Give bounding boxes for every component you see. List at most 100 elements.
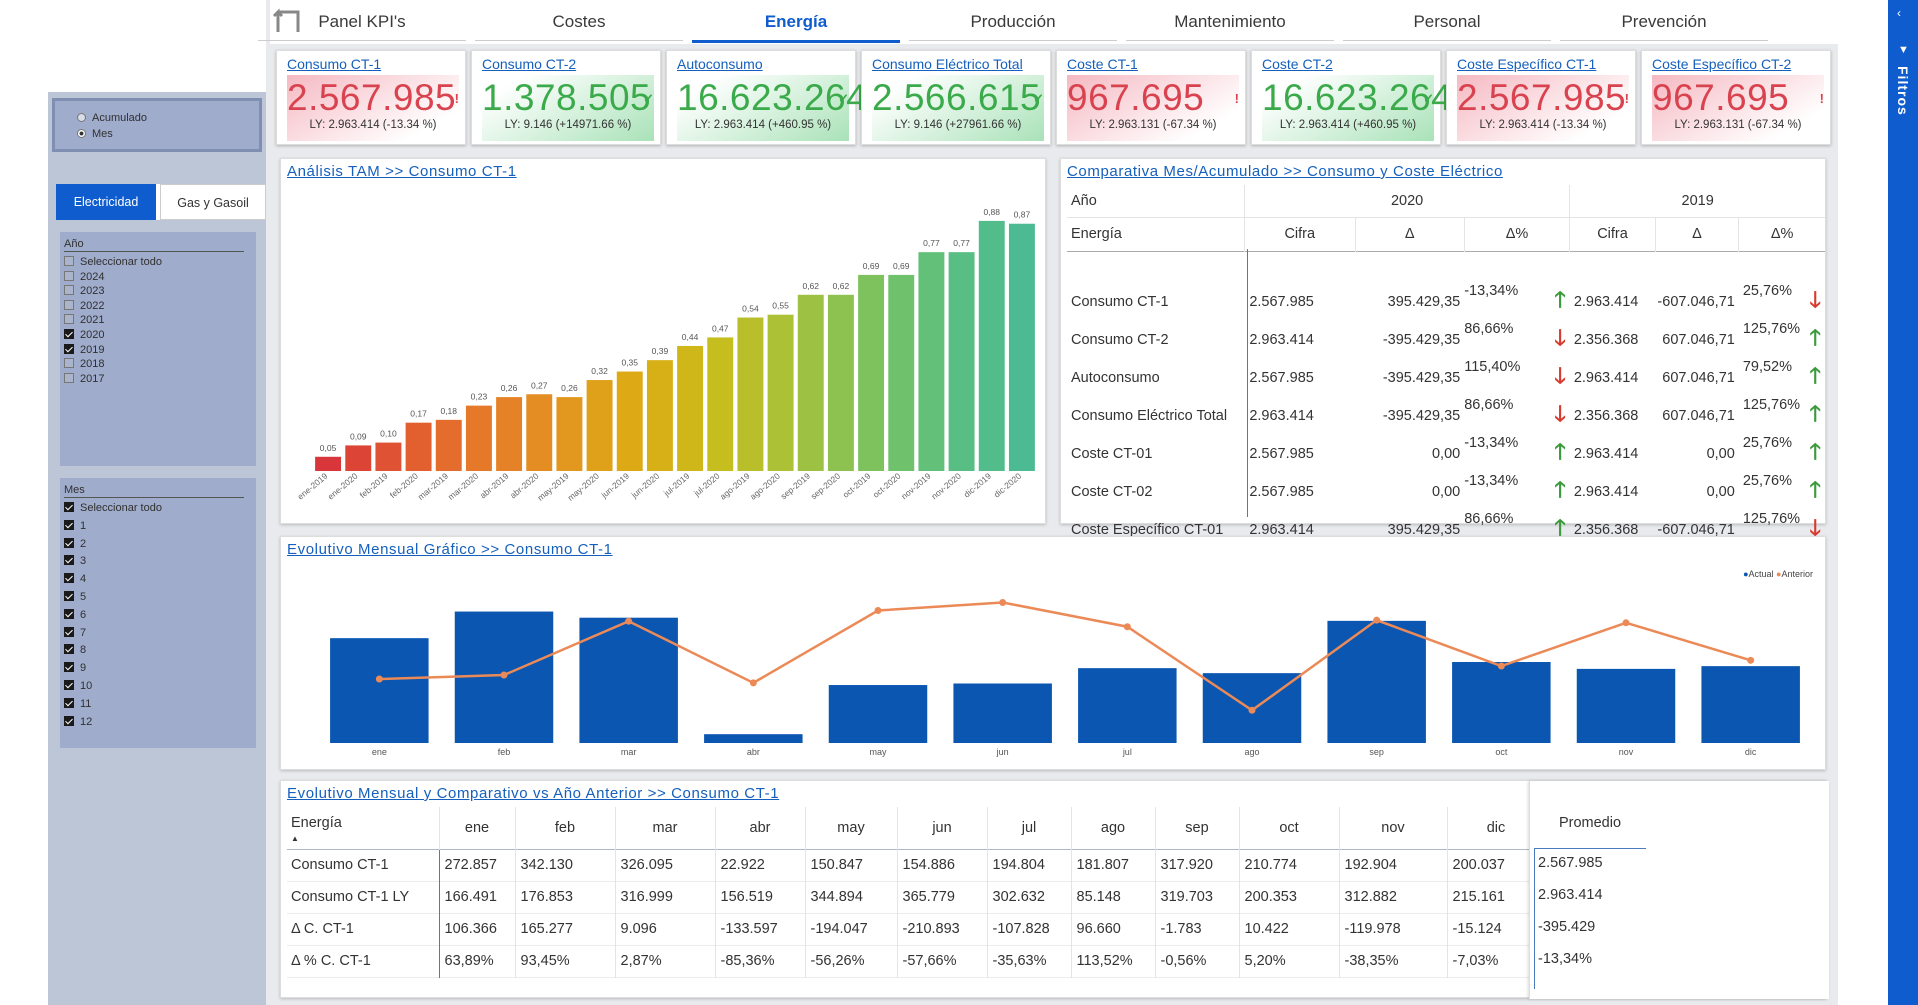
checkbox-icon[interactable] [64, 372, 74, 383]
tam-bar[interactable] [556, 397, 583, 471]
kpi-title[interactable]: Coste CT-2 [1262, 56, 1333, 72]
tam-bar[interactable] [918, 252, 945, 471]
slicer-item[interactable]: 9 [64, 662, 86, 674]
tam-bar[interactable] [827, 294, 854, 471]
kpi-title[interactable]: Consumo CT-2 [482, 56, 577, 72]
checkbox-icon[interactable] [64, 697, 74, 708]
col-header-may[interactable]: may [805, 807, 898, 849]
checkbox-icon[interactable] [64, 573, 74, 584]
radio-acumulado[interactable]: Acumulado [77, 112, 147, 124]
evolutivo-point-anterior[interactable] [999, 598, 1007, 606]
kpi-title[interactable]: Coste Específico CT-1 [1457, 56, 1597, 72]
slicer-item[interactable]: 2021 [64, 314, 104, 326]
col-header-abr[interactable]: abr [715, 807, 806, 849]
tab-gas-gasoil[interactable]: Gas y Gasoil [160, 184, 266, 220]
kpi-card[interactable]: Consumo Eléctrico Total 2.566.615 ✓ LY: 9.1… [861, 50, 1051, 145]
checkbox-icon[interactable] [64, 314, 74, 325]
tam-bar[interactable] [465, 405, 492, 471]
checkbox-icon[interactable] [64, 519, 74, 530]
checkbox-icon[interactable] [64, 270, 74, 281]
tam-bar[interactable] [1008, 223, 1035, 471]
evolutivo-point-anterior[interactable] [1123, 623, 1131, 631]
evolutivo-combo-chart[interactable]: ene feb mar abr may jun jul ago sep oct nov dic [281, 537, 1827, 771]
kpi-card[interactable]: Coste CT-2 16.623.264 ✓ LY: 2.963.414 (+460… [1251, 50, 1452, 145]
col-header-feb[interactable]: feb [515, 807, 616, 849]
kpi-card[interactable]: Consumo CT-2 1.378.505 ✓ LY: 9.146 (+14971.… [471, 50, 661, 145]
checkbox-icon[interactable] [64, 662, 74, 673]
checkbox-icon[interactable] [64, 626, 74, 637]
tam-bar-chart[interactable]: 0,05 ene-2019 0,09 ene-2020 0,10 feb-2019 0,17… [281, 159, 1047, 525]
tam-bar[interactable] [767, 314, 794, 471]
evolutivo-bar-actual[interactable] [1452, 662, 1551, 743]
kpi-card[interactable]: Consumo CT-1 2.567.985! LY: 2.963.414 (-13… [276, 50, 466, 145]
checkbox-icon[interactable] [64, 555, 74, 566]
kpi-title[interactable]: Coste CT-1 [1067, 56, 1138, 72]
col-header-mar[interactable]: mar [615, 807, 716, 849]
tam-bar[interactable] [646, 360, 673, 471]
kpi-card[interactable]: Coste CT-1 967.695! LY: 2.963.131 (-67.34 … [1056, 50, 1246, 145]
slicer-item[interactable]: Seleccionar todo [64, 256, 162, 268]
tam-bar[interactable] [677, 345, 704, 471]
checkbox-icon[interactable] [64, 285, 74, 296]
tam-bar[interactable] [858, 274, 885, 471]
tam-bar[interactable] [526, 394, 553, 471]
slicer-item[interactable]: 2018 [64, 358, 104, 370]
evolutivo-point-anterior[interactable] [749, 679, 757, 687]
slicer-item[interactable]: 2024 [64, 270, 104, 283]
evolutivo-bar-actual[interactable] [1078, 668, 1177, 743]
sort-ascending-icon[interactable]: ▲ [291, 834, 299, 843]
kpi-title[interactable]: Consumo Eléctrico Total [872, 56, 1023, 72]
slicer-item[interactable]: 6 [64, 608, 86, 621]
kpi-title[interactable]: Consumo CT-1 [287, 56, 382, 72]
back-arrow-icon[interactable] [272, 4, 302, 32]
tam-bar[interactable] [888, 274, 915, 471]
slicer-item[interactable]: Seleccionar todo [64, 502, 162, 514]
evolutivo-bar-actual[interactable] [330, 638, 429, 743]
tam-bar[interactable] [405, 422, 432, 471]
kpi-card[interactable]: Coste Específico CT-1 2.567.985! LY: 2.963… [1446, 50, 1636, 145]
tam-bar[interactable] [496, 397, 523, 471]
evolutivo-point-anterior[interactable] [1622, 619, 1630, 627]
tam-bar[interactable] [737, 317, 764, 471]
evolutivo-bar-actual[interactable] [1701, 666, 1800, 743]
slicer-item[interactable]: 12 [64, 715, 92, 728]
slicer-item[interactable]: 10 [64, 680, 92, 692]
slicer-item[interactable]: 3 [64, 555, 86, 567]
col-header-sep[interactable]: sep [1155, 807, 1240, 849]
tam-bar[interactable] [707, 337, 734, 471]
checkbox-icon[interactable] [64, 343, 74, 354]
slicer-item[interactable]: 2023 [64, 285, 104, 297]
checkbox-icon[interactable] [64, 680, 74, 690]
evolutivo-point-anterior[interactable] [1373, 616, 1381, 624]
evolutivo-point-anterior[interactable] [500, 671, 508, 679]
filters-pane-collapsed[interactable]: ‹ ▼ Filtros [1888, 0, 1918, 1005]
kpi-title[interactable]: Coste Específico CT-2 [1652, 56, 1792, 72]
slicer-item[interactable]: 2019 [64, 343, 104, 356]
tab-energ-a[interactable]: Energía [764, 12, 828, 31]
checkbox-icon[interactable] [64, 715, 74, 726]
evolutivo-point-anterior[interactable] [625, 617, 633, 625]
slicer-item[interactable]: 2017 [64, 372, 104, 385]
tam-bar[interactable] [586, 380, 613, 471]
slicer-item[interactable]: 5 [64, 591, 86, 603]
col-header-jun[interactable]: jun [897, 807, 988, 849]
tam-bar[interactable] [978, 220, 1005, 471]
evolutivo-bar-actual[interactable] [1327, 620, 1426, 743]
evolutivo-point-anterior[interactable] [1747, 656, 1755, 664]
kpi-card[interactable]: Coste Específico CT-2 967.695! LY: 2.963.1… [1641, 50, 1831, 145]
evolutivo-point-anterior[interactable] [874, 606, 882, 614]
tam-bar[interactable] [345, 445, 372, 471]
slicer-item[interactable]: 8 [64, 644, 86, 656]
kpi-title[interactable]: Autoconsumo [677, 56, 763, 72]
evolutivo-bar-actual[interactable] [1576, 668, 1676, 743]
tab-prevenci-n[interactable]: Prevención [1621, 12, 1707, 31]
col-header-jul[interactable]: jul [987, 807, 1072, 849]
tam-bar[interactable] [435, 419, 462, 471]
col-header-nov[interactable]: nov [1339, 807, 1448, 849]
evolutivo-point-anterior[interactable] [1497, 662, 1505, 670]
checkbox-icon[interactable] [64, 537, 74, 548]
slicer-item[interactable]: 2022 [64, 299, 104, 312]
kpi-card[interactable]: Autoconsumo 16.623.264 ✓ LY: 2.963.414 (+46… [666, 50, 867, 145]
tam-bar[interactable] [616, 371, 643, 471]
tam-bar[interactable] [948, 252, 975, 471]
